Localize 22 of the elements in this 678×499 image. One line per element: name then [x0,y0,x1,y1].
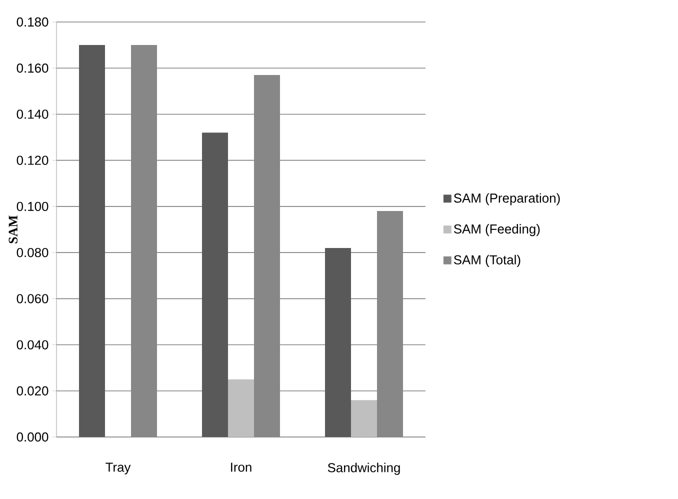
y-tick-label: 0.140 [16,110,48,119]
y-tick-label: 0.120 [16,156,48,165]
y-tick-label: 0.020 [16,386,48,396]
y-tick-label: 0.040 [16,340,48,350]
bar [79,45,105,437]
x-tick-label: Iron [231,462,252,472]
y-tick-label: 0.060 [16,294,48,304]
y-tick-label: 0.080 [16,248,48,258]
bar [325,248,351,437]
bar [202,132,228,437]
y-tick-label: 0.000 [16,432,48,442]
bar [351,400,378,437]
x-tick-label: Sandwiching [328,462,400,475]
legend-label: SAM (Total) [454,254,520,267]
legend-label: SAM (Feeding) [454,224,540,236]
x-tick-label: Tray [106,462,131,474]
bar [228,379,254,437]
y-axis-title: SAM [8,215,18,244]
y-tick-label: 0.160 [16,64,48,73]
legend-label: SAM (Preparation) [454,193,560,206]
y-tick-label: 0.100 [16,202,48,212]
y-tick-label: 0.180 [16,17,48,27]
